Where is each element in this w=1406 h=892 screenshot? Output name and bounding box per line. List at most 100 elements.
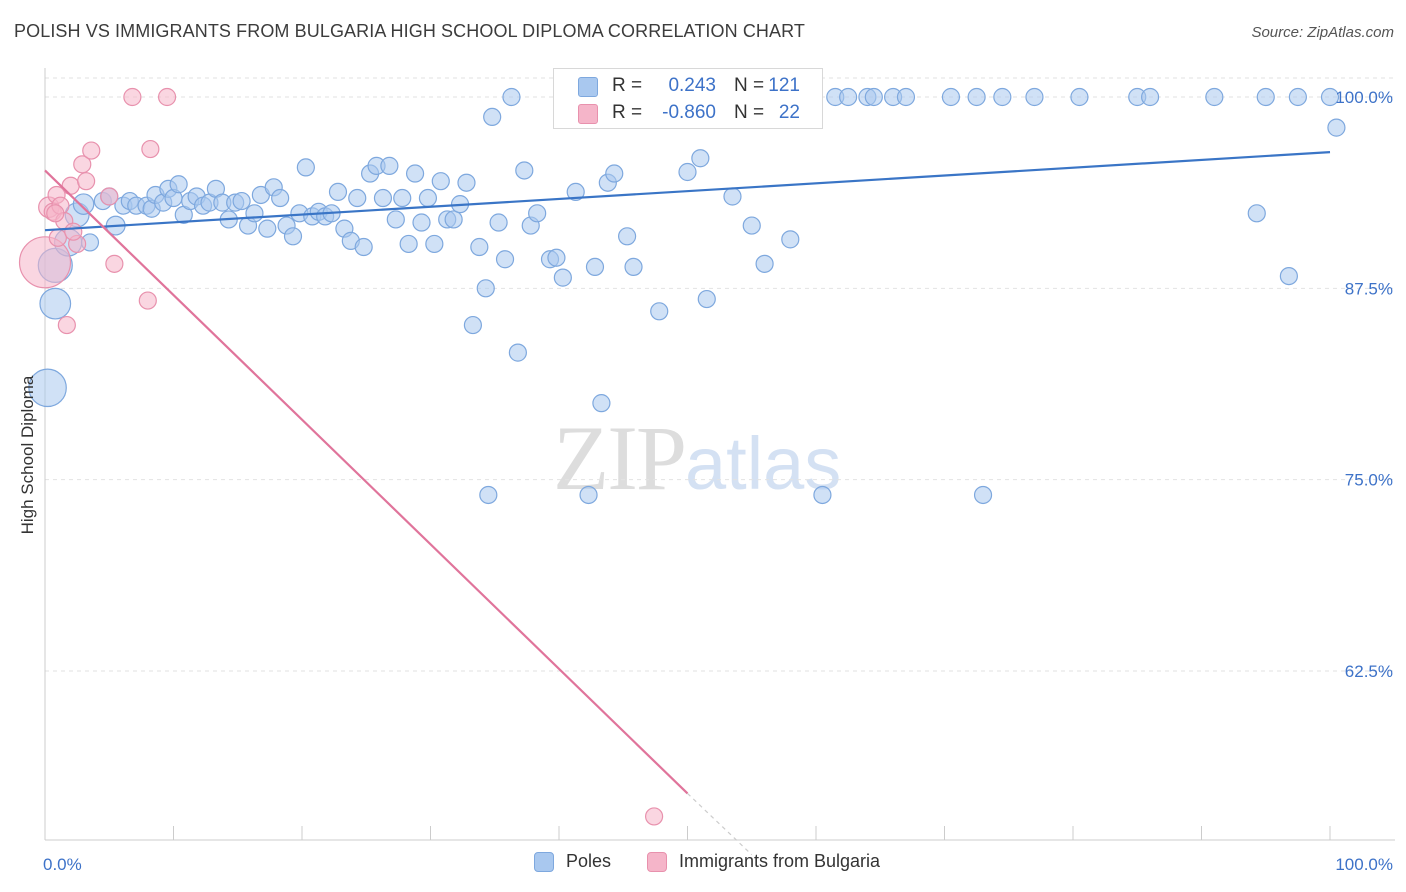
- poles-point: [896, 87, 916, 107]
- poles-point: [566, 182, 585, 202]
- poles-point: [528, 204, 547, 223]
- poles-point: [553, 268, 572, 287]
- x-tick-label: 100.0%: [1335, 855, 1393, 874]
- poles-point: [618, 227, 637, 246]
- stats-r-label: R =: [612, 75, 643, 96]
- tick-label-layer: 62.5% 75.0% 87.5% 100.0% 0.0% 100.0%: [43, 88, 1393, 874]
- legend-item-bulgaria[interactable]: Immigrants from Bulgaria: [647, 851, 880, 872]
- legend-label-poles: Poles: [566, 851, 612, 871]
- bulgaria-point: [48, 228, 67, 247]
- bulgaria-point: [46, 204, 65, 223]
- poles-point: [691, 149, 710, 168]
- poles-point: [1288, 87, 1307, 107]
- poles-point: [755, 254, 774, 273]
- poles-point: [296, 158, 315, 177]
- bulgaria-point: [138, 291, 157, 310]
- stats-row-poles: R = 0.243 N = 121: [554, 73, 824, 101]
- poles-point: [742, 216, 761, 235]
- legend-item-poles[interactable]: Poles: [534, 851, 611, 872]
- bulgaria-point: [73, 155, 92, 174]
- poles-point: [72, 193, 95, 215]
- poles-point: [354, 237, 373, 257]
- poles-point: [283, 227, 303, 246]
- chart-title: POLISH VS IMMIGRANTS FROM BULGARIA HIGH …: [14, 21, 805, 41]
- poles-point: [457, 173, 476, 192]
- poles-point: [1205, 87, 1224, 107]
- legend-swatch-bulgaria: [647, 851, 667, 872]
- poles-point: [781, 230, 800, 249]
- bulgaria-point: [61, 176, 80, 195]
- poles-point: [271, 188, 290, 208]
- poles-point: [476, 279, 495, 298]
- poles-point: [839, 87, 858, 107]
- poles-point: [232, 191, 251, 211]
- stats-r-label: R =: [612, 102, 643, 123]
- bulgaria-point: [57, 315, 76, 335]
- bulgaria-point: [157, 87, 177, 107]
- poles-point: [380, 156, 399, 175]
- poles-point: [399, 234, 418, 254]
- poles-point: [444, 210, 463, 229]
- poles-point: [993, 87, 1012, 107]
- poles-point: [393, 188, 412, 208]
- poles-point: [1140, 87, 1160, 107]
- poles-point: [495, 250, 515, 269]
- stats-legend: R = 0.243 N = 121 R = -0.860 N = 22: [553, 68, 823, 129]
- poles-point: [579, 485, 598, 505]
- poles-point: [1279, 266, 1298, 286]
- poles-point: [605, 164, 624, 183]
- poles-point: [425, 234, 444, 254]
- poles-point: [592, 394, 611, 413]
- watermark: ZIPatlas: [553, 405, 841, 511]
- stats-r-value: -0.860: [662, 102, 716, 123]
- poles-point: [547, 248, 566, 267]
- poles-point: [967, 87, 986, 107]
- poles-point: [431, 172, 450, 191]
- poles-point: [585, 257, 605, 277]
- bulgaria-point: [105, 254, 124, 273]
- stats-swatch-bulgaria: [578, 104, 598, 124]
- trend-layer: [44, 151, 1331, 856]
- poles-point: [723, 187, 742, 206]
- poles-point: [483, 107, 502, 126]
- poles-point: [39, 287, 72, 320]
- poles-point: [328, 182, 348, 202]
- poles-point: [650, 302, 669, 321]
- bulgaria-point: [100, 187, 119, 206]
- poles-point: [1247, 204, 1266, 223]
- poles-point: [941, 87, 961, 107]
- y-tick-label: 62.5%: [1345, 662, 1393, 681]
- poles-point: [412, 213, 431, 232]
- poles-point: [678, 162, 697, 182]
- poles-point: [1320, 87, 1340, 107]
- poles-point: [418, 188, 438, 208]
- series-legend: Poles Immigrants from Bulgaria: [0, 851, 1406, 879]
- stats-n-label: N =: [734, 75, 765, 96]
- poles-point: [1327, 118, 1346, 137]
- poles-point: [813, 485, 832, 505]
- bulgaria-point: [64, 222, 83, 241]
- poles-point: [1256, 87, 1275, 107]
- bulgaria-point: [18, 236, 72, 289]
- y-axis-title: High School Diploma: [18, 375, 37, 535]
- poles-point: [697, 289, 716, 309]
- poles-point: [489, 213, 508, 232]
- poles-point: [502, 87, 521, 107]
- poles-point: [169, 175, 188, 194]
- bulgaria-trend-extension: [687, 793, 753, 856]
- poles-point: [348, 188, 367, 208]
- legend-label-bulgaria: Immigrants from Bulgaria: [679, 851, 881, 871]
- axis-layer: [44, 68, 1395, 841]
- legend-swatch-poles: [534, 851, 554, 872]
- poles-point: [373, 188, 393, 208]
- stats-n-label: N =: [734, 102, 765, 123]
- watermark-zip: ZIP: [553, 407, 687, 509]
- poles-point: [624, 257, 643, 277]
- bulgaria-point: [644, 807, 664, 826]
- bulgaria-point: [77, 172, 96, 191]
- poles-point: [463, 315, 483, 335]
- bulgaria-trend-line: [44, 169, 689, 795]
- poles-point: [508, 343, 527, 362]
- chart-source[interactable]: Source: ZipAtlas.com: [1251, 24, 1394, 41]
- bulgaria-point: [82, 141, 101, 160]
